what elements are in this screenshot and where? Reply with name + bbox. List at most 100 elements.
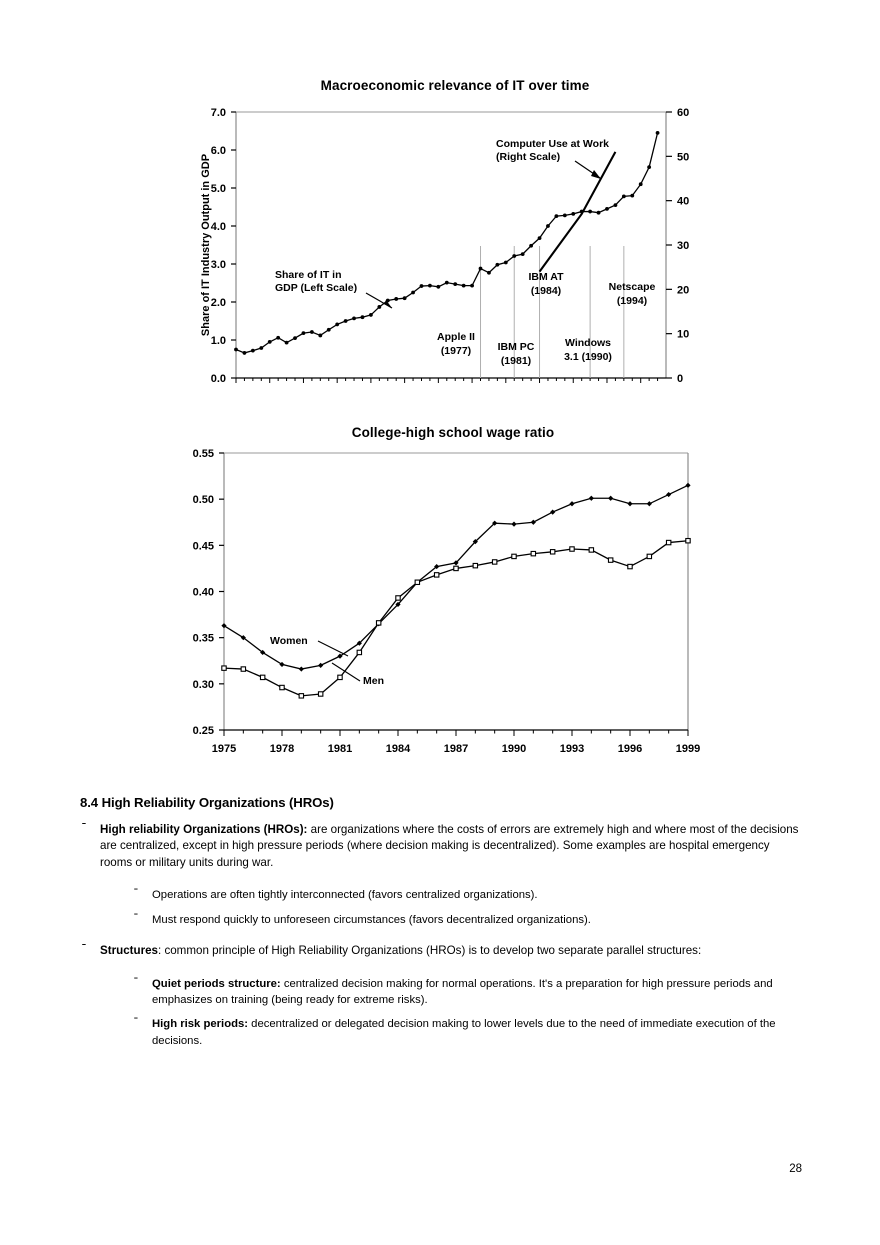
chart1-netscape-label-line1: Netscape (609, 281, 656, 293)
chart-college-high-school-wage-ratio: College-high school wage ratio 0.25 0.30 0… (0, 425, 880, 775)
chart1-series-share-of-it-point (402, 296, 407, 301)
list-item: ˉ Structures: common principle of High R… (80, 942, 802, 959)
chart1-svg: 0.01.02.03.04.05.06.07.00102030405060194… (200, 107, 689, 385)
chart2-series-men-point (588, 547, 595, 553)
content-body: 8.4 High Reliability Organizations (HROs… (80, 795, 802, 1057)
chart1-series-share-of-it-point (444, 280, 449, 285)
chart1-apple-ii-label-line2: (1977) (441, 345, 471, 357)
chart2-series-women-point (318, 662, 324, 668)
chart1-series-share-of-it-point (546, 224, 550, 228)
chart1-ytick-label: 4.0 (211, 221, 226, 233)
list-item-body: decentralized or delegated decision maki… (152, 1018, 776, 1047)
bullet-dash-icon: ˉ (82, 821, 86, 834)
chart2-svg: 0.25 0.30 0.35 0.40 0.45 0.50 0.55 1975 1978 1981… (193, 448, 701, 755)
bullet-dash-icon: ˉ (134, 911, 138, 924)
chart1-series-share-of-it-point (605, 207, 609, 211)
chart2-series-men-point (511, 553, 517, 560)
chart2-series-men-point (221, 665, 227, 671)
chart2-series-men-point (356, 649, 363, 656)
chart2-series-men-point (491, 559, 498, 565)
chart1-y2tick-label: 40 (677, 196, 689, 208)
chart1-series-share-of-it-point (571, 211, 576, 216)
chart1-series-share-of-it-point (335, 322, 340, 327)
list-item-body: centralized decision making for normal o… (152, 977, 773, 1006)
chart1-series-share-of-it-point (470, 283, 474, 288)
chart1-series-share-of-it-point (630, 193, 635, 198)
chart1-series-share-of-it-point (250, 348, 255, 353)
chart2-series-men-point (665, 539, 672, 546)
chart2-series-women-point (356, 640, 362, 646)
chart2-men-label: Men (363, 675, 384, 687)
chart1-ytick-label: 7.0 (211, 107, 226, 119)
chart1-series-share-of-it-point (461, 283, 466, 288)
chart2-men-leader-line (331, 662, 361, 682)
chart1-canvas: 0.01.02.03.04.05.06.07.00102030405060194… (0, 78, 880, 388)
chart1-series-share-of-it-point (478, 266, 483, 271)
chart1-y2tick-label: 10 (677, 329, 689, 341)
chart2-series-women-point (298, 666, 304, 672)
list-item-lead: High risk periods: (152, 1018, 249, 1031)
chart1-ytick-label: 2.0 (211, 297, 226, 309)
chart1-series-share-of-it-point (503, 260, 508, 265)
chart2-series-men-point (569, 546, 575, 552)
chart2-series-women-point (685, 482, 691, 488)
chart1-series-share-of-it-point (309, 330, 314, 334)
chart1-ibm-at-label-line2: (1984) (531, 285, 561, 297)
chart2-series-women-point (395, 601, 401, 608)
chart2-series-men-point (453, 565, 459, 572)
list-item: ˉ High reliability Organizations (HROs):… (80, 821, 802, 871)
chart1-series-share-of-it-point (562, 213, 567, 218)
chart1-computeruse-label-line2: (Right Scale) (496, 151, 560, 163)
chart1-series-share-of-it-point (284, 340, 289, 345)
list-item-body: Operations are often tightly interconnec… (152, 889, 538, 902)
chart2-series-men-point (259, 674, 266, 681)
chart2-xtick-label: 1993 (560, 743, 584, 755)
list-item-body: Must respond quickly to unforeseen circu… (152, 913, 591, 926)
list-item-body: : common principle of High Reliability O… (158, 944, 702, 958)
chart2-xtick-label: 1975 (212, 743, 236, 755)
chart2-series-men-point (685, 537, 691, 544)
chart2-series-men-point (607, 557, 614, 563)
chart1-series-share-of-it-point (293, 336, 297, 340)
chart1-computeruse-label-line1: Computer Use at Work (496, 138, 609, 150)
chart2-xtick-label: 1981 (328, 743, 352, 755)
chart1-series-share-of-it-point (495, 262, 500, 267)
chart1-series-share-of-it-point (638, 182, 643, 187)
list-item: ˉ High risk periods: decentralized or de… (132, 1016, 802, 1049)
chart1-series-share-of-it-point (259, 346, 264, 350)
chart2-ytick-label: 0.50 (193, 494, 214, 506)
chart1-windows-label-line2: 3.1 (1990) (564, 351, 612, 363)
list-item-body: are organizations where the costs of err… (100, 823, 799, 869)
chart1-series-share-of-it-point (647, 165, 652, 169)
chart1-series-share-of-it-point (529, 243, 533, 248)
chart1-series-share-of-it-point (512, 254, 517, 258)
chart2-series-men-point (337, 674, 343, 681)
chart1-share-arrow-icon (384, 300, 392, 308)
chart2-series-men-point (549, 549, 556, 555)
chart2-women-leader-line (317, 640, 349, 657)
chart1-series-share-of-it-point (655, 131, 660, 135)
chart2-ytick-label: 0.40 (193, 587, 214, 599)
chart1-y2tick-label: 50 (677, 151, 689, 163)
chart2-series-women-point (530, 519, 536, 525)
chart1-series-share-of-it-point (377, 305, 382, 309)
page-title: 8.4 High Reliability Organizations (HROs… (80, 795, 334, 810)
chart1-series-share-of-it-point (621, 194, 626, 199)
list-item-lead: Quiet periods structure: (152, 977, 281, 990)
chart1-series-share-of-it-point (301, 331, 306, 336)
chart1-series-share-of-it-point (613, 203, 618, 207)
chart1-series-computer-use-line (538, 151, 617, 273)
chart2-series-men-point (298, 693, 305, 699)
chart2-series-men-point (279, 684, 285, 691)
chart1-series-share-of-it-point (537, 236, 542, 241)
chart2-women-label: Women (270, 635, 308, 647)
chart1-ytick-label: 3.0 (211, 259, 226, 271)
chart2-series-men-point (433, 572, 440, 578)
chart1-y-axis-title: Share of IT Industry Output in GDP (200, 154, 212, 336)
list-item-lead: High reliability Organizations (HROs): (100, 823, 308, 836)
chart2-xtick-label: 1999 (676, 743, 700, 755)
chart2-series-men-point (472, 562, 479, 569)
chart1-series-share-of-it-point (436, 284, 441, 289)
chart2-series-women-point (666, 491, 672, 498)
chart2-ytick-label: 0.45 (193, 540, 214, 552)
